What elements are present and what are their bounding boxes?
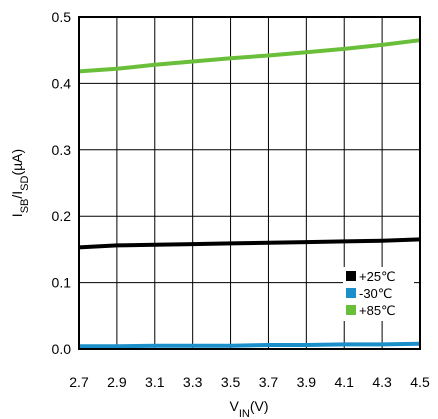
y-tick-label: 0.3 [52, 142, 72, 158]
x-tick-label: 3.9 [297, 374, 317, 390]
series-line-0 [78, 237, 421, 250]
y-tick-label: 0.0 [52, 341, 72, 357]
y-tick-label: 0.1 [52, 275, 72, 291]
legend-swatch [346, 288, 356, 298]
legend-swatch [346, 271, 356, 281]
x-tick-label: 4.5 [410, 374, 430, 390]
series-line-1 [79, 341, 421, 349]
series-line-2 [78, 38, 421, 74]
y-axis-label: ISB/ISD(µA) [9, 149, 31, 217]
legend-swatch [346, 305, 356, 315]
x-tick-label: 3.7 [259, 374, 279, 390]
x-tick-label: 2.7 [69, 374, 89, 390]
x-tick-label: 4.3 [372, 374, 392, 390]
x-tick-label: 2.9 [107, 374, 127, 390]
y-tick-label: 0.4 [52, 75, 72, 91]
series-layer [78, 38, 421, 349]
y-tick-label: 0.2 [52, 208, 72, 224]
x-tick-label: 3.5 [221, 374, 241, 390]
x-tick-label: 4.1 [334, 374, 354, 390]
y-tick-label: 0.5 [52, 9, 72, 25]
legend-label: +85℃ [359, 303, 396, 318]
legend-label: -30℃ [359, 286, 392, 301]
tick-labels: 2.7 2.9 3.1 3.3 3.5 3.7 3.9 4.1 4.3 4.5 0.0 0.1 0.2 0… [52, 9, 430, 390]
legend: +25℃ -30℃ +85℃ [343, 267, 414, 321]
x-tick-label: 3.3 [183, 374, 203, 390]
x-axis-label: VIN(V) [229, 398, 268, 419]
x-tick-label: 3.1 [145, 374, 165, 390]
plot-frame [78, 16, 421, 350]
legend-label: +25℃ [359, 269, 396, 284]
